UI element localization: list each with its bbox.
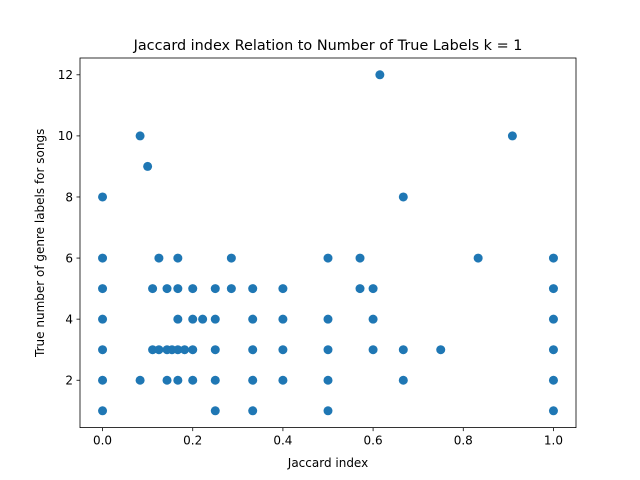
data-point xyxy=(148,345,158,355)
data-point xyxy=(210,314,220,324)
x-axis: 0.0 0.2 0.4 0.6 0.8 1.0 xyxy=(93,427,563,448)
x-tick-label: 1.0 xyxy=(544,434,563,448)
data-point xyxy=(210,284,220,294)
data-point xyxy=(355,253,365,263)
data-point xyxy=(173,253,183,263)
data-point xyxy=(436,345,446,355)
data-point xyxy=(323,253,333,263)
data-point xyxy=(98,375,108,385)
data-points xyxy=(98,70,558,416)
data-point xyxy=(248,284,258,294)
data-point xyxy=(248,375,258,385)
x-tick-label: 0.8 xyxy=(454,434,473,448)
data-point xyxy=(98,284,108,294)
data-point xyxy=(398,375,408,385)
y-tick-label: 8 xyxy=(65,190,73,204)
x-tick-label: 0.2 xyxy=(183,434,202,448)
data-point xyxy=(173,314,183,324)
data-point xyxy=(162,375,172,385)
data-point xyxy=(162,284,172,294)
y-tick-label: 6 xyxy=(65,251,73,265)
data-point xyxy=(398,192,408,202)
y-tick-label: 12 xyxy=(58,68,73,82)
data-point xyxy=(98,345,108,355)
data-point xyxy=(98,406,108,416)
data-point xyxy=(548,375,558,385)
data-point xyxy=(143,161,153,171)
y-tick-label: 2 xyxy=(65,374,73,388)
data-point xyxy=(323,314,333,324)
data-point xyxy=(188,314,198,324)
plot-frame xyxy=(79,57,577,429)
data-point xyxy=(226,284,236,294)
data-point xyxy=(278,284,288,294)
data-point xyxy=(548,253,558,263)
data-point xyxy=(154,345,164,355)
data-point xyxy=(278,375,288,385)
data-point xyxy=(375,70,385,80)
data-point xyxy=(548,314,558,324)
data-point xyxy=(173,345,183,355)
data-point xyxy=(188,345,198,355)
y-axis-label: True number of genre labels for songs xyxy=(33,129,47,358)
data-point xyxy=(548,284,558,294)
data-point xyxy=(368,284,378,294)
data-point xyxy=(368,314,378,324)
y-tick-label: 10 xyxy=(58,129,73,143)
data-point xyxy=(226,253,236,263)
data-point xyxy=(355,284,365,294)
data-point xyxy=(248,406,258,416)
data-point xyxy=(548,345,558,355)
y-axis: 2 4 6 8 10 12 xyxy=(58,68,80,388)
data-point xyxy=(210,375,220,385)
x-tick-label: 0.0 xyxy=(93,434,112,448)
data-point xyxy=(135,375,145,385)
data-point xyxy=(154,253,164,263)
chart-title: Jaccard index Relation to Number of True… xyxy=(133,38,523,54)
data-point xyxy=(278,314,288,324)
data-point xyxy=(323,375,333,385)
data-point xyxy=(188,284,198,294)
data-point xyxy=(248,345,258,355)
data-point xyxy=(473,253,483,263)
data-point xyxy=(188,375,198,385)
data-point xyxy=(135,131,145,141)
data-point xyxy=(148,284,158,294)
data-point xyxy=(507,131,517,141)
x-tick-label: 0.6 xyxy=(364,434,383,448)
data-point xyxy=(210,345,220,355)
data-point xyxy=(198,314,208,324)
data-point xyxy=(173,375,183,385)
data-point xyxy=(173,284,183,294)
data-point xyxy=(180,345,190,355)
data-point xyxy=(248,314,258,324)
x-tick-label: 0.4 xyxy=(273,434,292,448)
data-point xyxy=(548,406,558,416)
data-point xyxy=(98,253,108,263)
data-point xyxy=(278,345,288,355)
x-axis-label: Jaccard index xyxy=(287,456,368,470)
y-tick-label: 4 xyxy=(65,312,73,326)
data-point xyxy=(98,192,108,202)
data-point xyxy=(98,314,108,324)
data-point xyxy=(323,345,333,355)
data-point xyxy=(323,406,333,416)
data-point xyxy=(398,345,408,355)
data-point xyxy=(210,406,220,416)
data-point xyxy=(368,345,378,355)
